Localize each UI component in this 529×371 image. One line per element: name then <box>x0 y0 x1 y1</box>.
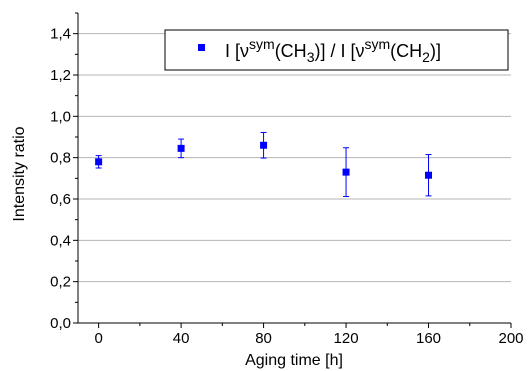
data-point-0-3 <box>342 168 350 176</box>
legend-label: I [νsym(CH3)] / I [νsym(CH2)] <box>225 36 441 65</box>
legend-mid-2: )] / I [ν <box>314 41 364 61</box>
legend-sub-1: 3 <box>307 49 315 65</box>
x-tick-label-3: 120 <box>334 330 359 347</box>
x-tick-label-1: 40 <box>173 330 190 347</box>
x-tick-label-4: 160 <box>416 330 441 347</box>
x-tick-label-2: 80 <box>255 330 272 347</box>
data-series <box>95 131 433 198</box>
y-tick-label-5: 1,0 <box>50 108 71 125</box>
axes <box>77 13 511 324</box>
data-point-0-1 <box>177 144 185 152</box>
legend-mid-1: (CH <box>275 41 307 61</box>
legend-mid-3: (CH <box>390 41 422 61</box>
x-tick-label-0: 0 <box>94 330 102 347</box>
y-axis-title: Intensity ratio <box>11 126 28 221</box>
tick-marks <box>73 12 512 328</box>
data-point-0-2 <box>260 141 268 149</box>
legend-prefix: I [ν <box>225 41 249 61</box>
y-tick-label-1: 0,2 <box>50 274 71 291</box>
y-tick-label-0: 0,0 <box>50 315 71 332</box>
legend-suffix: )] <box>430 41 441 61</box>
y-tick-label-2: 0,4 <box>50 232 71 249</box>
legend-sup-1: sym <box>249 36 275 52</box>
data-point-0-0 <box>95 158 103 166</box>
legend-box <box>164 29 509 71</box>
y-tick-label-6: 1,2 <box>50 67 71 84</box>
y-tick-label-7: 1,4 <box>50 26 71 43</box>
data-point-0-4 <box>425 171 433 179</box>
grid-lines <box>78 33 511 283</box>
x-tick-label-5: 200 <box>498 330 523 347</box>
tick-labels: 0,0 0,2 0,4 0,6 0,8 1,0 1,2 1,4 0 40 80 120 160 200 <box>50 26 523 347</box>
legend-sub-2: 2 <box>422 49 430 65</box>
legend: I [νsym(CH3)] / I [νsym(CH2)] <box>164 29 509 71</box>
legend-marker <box>198 44 205 51</box>
x-axis-title: Aging time [h] <box>245 352 343 369</box>
y-tick-label-4: 0,8 <box>50 150 71 167</box>
legend-sup-2: sym <box>365 36 391 52</box>
y-tick-label-3: 0,6 <box>50 191 71 208</box>
